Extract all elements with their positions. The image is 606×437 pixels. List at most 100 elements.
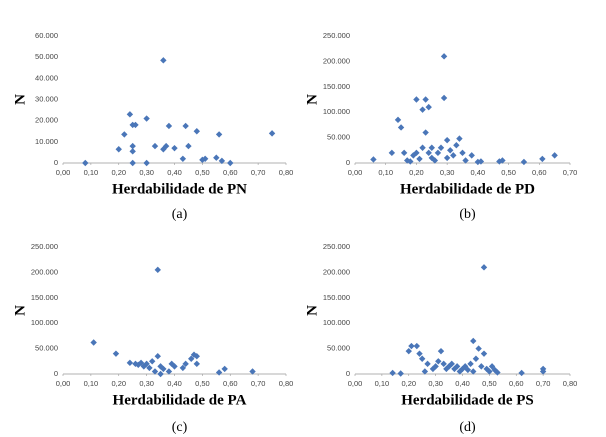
point <box>520 158 528 166</box>
point <box>453 142 460 149</box>
point <box>470 337 477 345</box>
y-tick-label: 50.000 <box>327 344 350 353</box>
x-tick-label: 0,60 <box>223 379 238 388</box>
point <box>129 142 136 150</box>
point <box>121 131 128 138</box>
point <box>459 149 466 157</box>
x-tick-label: 0,00 <box>56 379 71 388</box>
point <box>90 339 97 346</box>
point <box>182 122 189 130</box>
point <box>215 131 223 138</box>
point <box>407 158 414 165</box>
caption: (b) <box>459 207 476 222</box>
point <box>129 148 136 155</box>
point <box>182 360 189 368</box>
point <box>193 128 200 135</box>
point <box>268 130 276 137</box>
point <box>472 355 480 362</box>
point <box>227 159 234 167</box>
point <box>443 136 451 144</box>
x-tick-label: 0,00 <box>348 168 363 177</box>
x-tick-label: 0,10 <box>84 379 99 388</box>
point <box>440 360 447 368</box>
point <box>157 370 164 378</box>
x-tick-label: 0,10 <box>378 168 393 177</box>
point <box>388 149 396 157</box>
x-tick-label: 0,50 <box>195 379 210 388</box>
y-tick-label: 150.000 <box>323 293 350 302</box>
point <box>435 358 442 365</box>
point <box>154 353 161 360</box>
point <box>477 158 485 165</box>
x-tick-label: 0,30 <box>139 168 154 177</box>
y-tick-label: 250.000 <box>31 242 58 251</box>
x-tick-label: 0,40 <box>471 168 486 177</box>
point <box>171 144 178 152</box>
point <box>397 370 404 377</box>
point <box>179 155 187 162</box>
x-tick-label: 0,10 <box>84 168 99 177</box>
point <box>419 106 426 113</box>
point <box>370 156 377 163</box>
x-tick-label: 0,40 <box>455 379 470 388</box>
point <box>151 142 159 150</box>
point <box>551 152 558 159</box>
y-tick-label: 100.000 <box>323 318 350 327</box>
x-tick-label: 0,60 <box>223 168 238 177</box>
point <box>480 264 488 271</box>
point <box>447 147 454 154</box>
point <box>467 360 474 368</box>
point <box>213 154 220 161</box>
x-tick-label: 0,10 <box>375 379 390 388</box>
point <box>425 103 432 111</box>
y-tick-label: 50.000 <box>35 52 58 61</box>
x-tick-label: 0,70 <box>563 168 578 177</box>
x-tick-label: 0,60 <box>509 379 524 388</box>
y-tick-label: 20.000 <box>35 116 58 125</box>
point <box>115 146 122 153</box>
y-axis-title: N <box>304 94 320 105</box>
point <box>421 368 429 375</box>
point <box>171 363 178 370</box>
y-tick-label: 30.000 <box>35 94 58 103</box>
point <box>165 122 173 130</box>
point <box>418 355 426 362</box>
y-tick-label: 0 <box>54 369 58 378</box>
point <box>440 94 448 102</box>
y-axis-title: N <box>12 94 28 105</box>
point <box>440 53 448 60</box>
point <box>400 149 408 157</box>
y-tick-label: 50.000 <box>35 344 58 353</box>
point <box>539 368 547 375</box>
point <box>494 369 501 376</box>
point <box>143 360 150 368</box>
y-tick-label: 200.000 <box>323 56 350 65</box>
x-tick-label: 0,70 <box>251 168 266 177</box>
point <box>193 360 200 368</box>
point <box>431 157 439 164</box>
x-tick-label: 0,30 <box>139 379 154 388</box>
y-tick-label: 40.000 <box>35 73 58 82</box>
point <box>146 364 153 372</box>
point <box>416 155 423 163</box>
point <box>143 115 150 122</box>
y-tick-label: 250.000 <box>323 242 350 251</box>
point <box>215 369 223 376</box>
point <box>132 121 139 129</box>
point <box>422 96 429 103</box>
point <box>480 350 488 357</box>
point <box>151 368 159 375</box>
x-tick-label: 0,50 <box>195 168 210 177</box>
y-axis-title: N <box>12 305 28 316</box>
point <box>126 111 134 118</box>
x-tick-label: 0,40 <box>167 379 182 388</box>
point <box>160 57 167 64</box>
point <box>425 149 432 157</box>
x-tick-label: 0,00 <box>56 168 71 177</box>
y-tick-label: 100.000 <box>323 107 350 116</box>
point <box>456 135 463 142</box>
point <box>82 159 89 167</box>
point <box>185 142 192 150</box>
point <box>165 368 173 375</box>
